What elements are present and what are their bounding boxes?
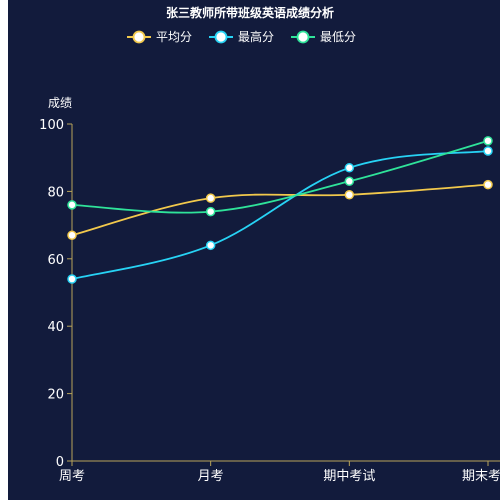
x-tick-label: 周考 [59,469,85,484]
legend-label: 平均分 [156,30,192,44]
x-tick-label: 期末考试 [462,469,500,484]
data-point[interactable] [67,230,77,240]
data-point[interactable] [205,193,216,203]
y-tick-label: 40 [47,320,64,335]
legend[interactable]: 平均分 最高分 最低分 [127,29,356,44]
y-tick-label: 20 [47,388,64,403]
data-point[interactable] [483,146,493,156]
series-line[interactable] [71,150,489,280]
series-1[interactable] [67,179,493,240]
data-point[interactable] [483,136,493,146]
x-tick-label: 月考 [198,469,224,484]
x-tick-label: 期中考试 [323,469,375,484]
series-line[interactable] [71,183,489,237]
data-point[interactable] [205,240,216,251]
data-point[interactable] [344,190,355,200]
series-line[interactable] [71,139,489,214]
data-point[interactable] [67,274,77,284]
chart-title: 张三教师所带班级英语成绩分析 [165,6,334,20]
legend-label: 最高分 [238,29,274,44]
y-tick-label: 0 [56,455,64,470]
data-point[interactable] [205,206,216,217]
legend-marker-swatch [296,30,310,44]
data-point[interactable] [344,176,355,187]
axes: 0 20 40 60 80 100 周考 月考 期中考试 期末考试 [39,118,500,484]
legend-item[interactable]: 最低分 [291,30,356,44]
data-point[interactable] [344,163,355,173]
y-tick-label: 100 [39,118,64,133]
y-tick-label: 80 [47,185,64,200]
data-point[interactable] [67,200,77,210]
y-tick-label: 60 [47,253,64,268]
legend-item[interactable]: 平均分 [127,30,192,44]
legend-marker-swatch [132,30,146,44]
chart-panel: 张三教师所带班级英语成绩分析 平均分 最高分 最低分 成绩 0 20 40 60 80 100… [8,0,500,500]
y-axis-title: 成绩 [48,96,72,110]
data-point[interactable] [483,179,493,190]
series-layer [67,136,493,284]
series-2[interactable] [67,146,493,284]
legend-label: 最低分 [320,30,356,44]
series-3[interactable] [67,136,493,217]
legend-marker-swatch [214,30,228,44]
legend-item[interactable]: 最高分 [209,29,274,44]
